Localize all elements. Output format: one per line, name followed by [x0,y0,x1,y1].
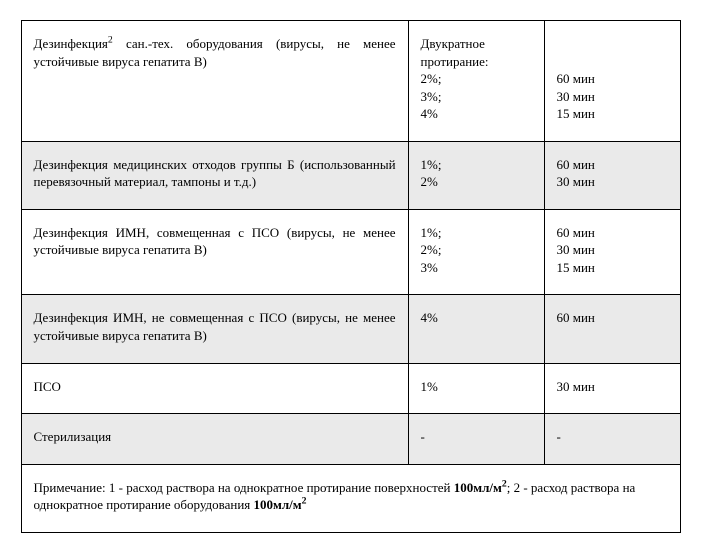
disinfection-table: Дезинфекция2 сан.-тех. оборудования (вир… [21,20,681,533]
table-row: Стерилизация-- [21,414,680,465]
time-cell: 60 мин [544,295,680,363]
table-row: Дезинфекция ИМН, совмещенная с ПСО (виру… [21,209,680,295]
description-cell: Дезинфекция ИМН, не совмещенная с ПСО (в… [21,295,408,363]
time-cell: 30 мин [544,363,680,414]
note-row: Примечание: 1 - расход раствора на однок… [21,464,680,532]
concentration-cell: 1%;2%;3% [408,209,544,295]
time-cell: - [544,414,680,465]
description-cell: Дезинфекция ИМН, совмещенная с ПСО (виру… [21,209,408,295]
concentration-cell: 4% [408,295,544,363]
concentration-cell: 1%;2% [408,141,544,209]
note-cell: Примечание: 1 - расход раствора на однок… [21,464,680,532]
description-cell: Дезинфекция медицинских отходов группы Б… [21,141,408,209]
concentration-cell: Двукратное протирание:2%;3%;4% [408,21,544,142]
time-cell: 60 мин30 мин15 мин [544,209,680,295]
description-cell: Стерилизация [21,414,408,465]
table-row: Дезинфекция медицинских отходов группы Б… [21,141,680,209]
time-cell: 60 мин30 мин15 мин [544,21,680,142]
table-row: Дезинфекция2 сан.-тех. оборудования (вир… [21,21,680,142]
description-cell: ПСО [21,363,408,414]
table-row: Дезинфекция ИМН, не совмещенная с ПСО (в… [21,295,680,363]
document-sheet: Дезинфекция2 сан.-тех. оборудования (вир… [21,20,681,533]
description-cell: Дезинфекция2 сан.-тех. оборудования (вир… [21,21,408,142]
concentration-cell: 1% [408,363,544,414]
time-cell: 60 мин30 мин [544,141,680,209]
concentration-cell: - [408,414,544,465]
table-row: ПСО1%30 мин [21,363,680,414]
